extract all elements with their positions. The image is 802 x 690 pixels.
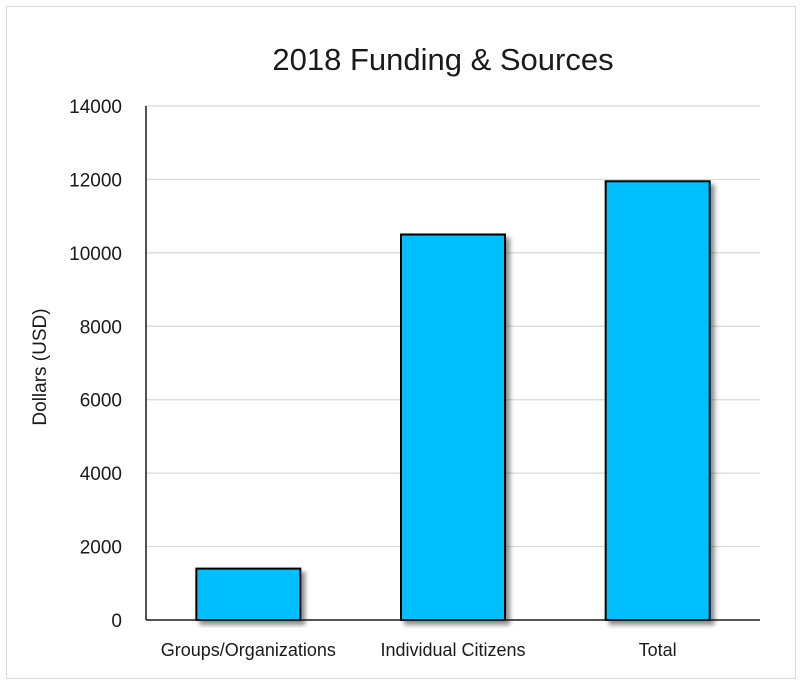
bar-individual-citizens: [400, 233, 506, 621]
bars: [195, 180, 711, 621]
y-tick-label: 4000: [80, 464, 122, 485]
y-tick-label: 10000: [69, 244, 122, 265]
x-category-label: Individual Citizens: [380, 640, 525, 660]
x-category-label: Groups/Organizations: [161, 640, 336, 660]
bar-groups-organizations: [195, 567, 302, 621]
y-axis-title: Dollars (USD): [30, 308, 51, 425]
x-category-label: Total: [639, 640, 677, 660]
chart-title: 2018 Funding & Sources: [272, 42, 613, 77]
y-tick-label: 2000: [80, 538, 122, 559]
y-tick-label: 0: [111, 611, 122, 632]
axes: [145, 106, 760, 621]
x-category-labels: Groups/Organizations Individual Citizens T…: [161, 640, 677, 660]
y-tick-label: 12000: [69, 170, 122, 191]
y-tick-label: 6000: [80, 391, 122, 412]
y-tick-label: 8000: [80, 317, 122, 338]
y-tick-labels: 0 2000 4000 6000 8000 10000 12000 14000: [69, 97, 122, 632]
bar-total: [604, 180, 711, 621]
y-tick-label: 14000: [69, 97, 122, 118]
